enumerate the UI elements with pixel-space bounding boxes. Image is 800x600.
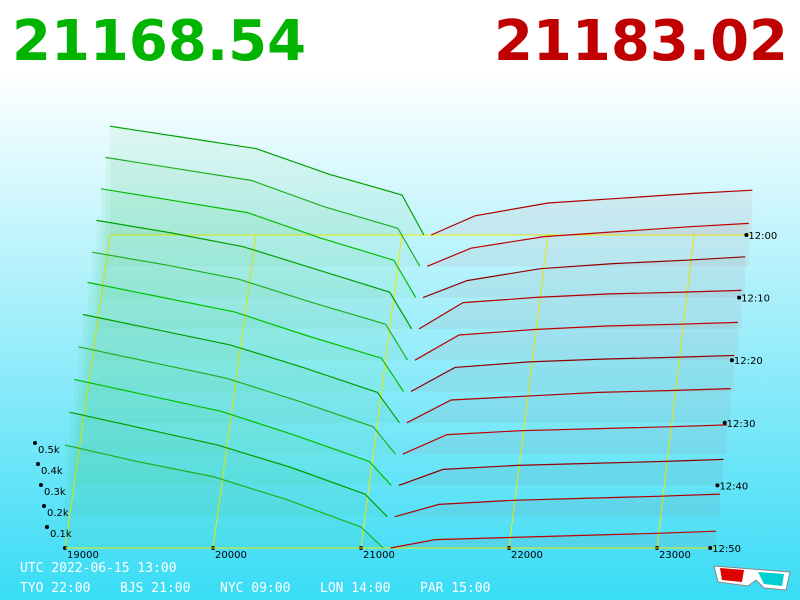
depth-tick-label: 0.2k [47, 508, 69, 519]
x-tick-label: 19000 [67, 550, 99, 561]
ask-depth-line [430, 189, 753, 236]
bid-depth-area [74, 379, 392, 486]
zone-time: BJS 21:00 [120, 581, 190, 596]
ask-depth-area [402, 424, 728, 455]
ask-depth-line [418, 289, 742, 330]
ask-depth-area [390, 531, 717, 548]
time-tick-label: 12:30 [727, 419, 756, 430]
ask-depth-line [422, 256, 746, 299]
x-tick-label: 21000 [363, 550, 395, 561]
ask-depth-line [406, 388, 731, 424]
bid-depth-line [91, 251, 409, 361]
ask-depth-line [402, 424, 728, 455]
bid-depth-area [110, 126, 424, 235]
depth-tick-label: 0.1k [50, 529, 72, 540]
zone-time: PAR 15:00 [420, 581, 490, 596]
grid-line [212, 234, 257, 549]
bid-depth-line [109, 125, 425, 236]
ask-depth-line [414, 321, 738, 361]
depth-tick-label: 0.4k [41, 466, 63, 477]
bid-depth-area [101, 188, 416, 298]
bid-depth-area [69, 412, 388, 517]
ask-depth-area [414, 322, 738, 361]
tick-mark [36, 462, 40, 466]
utc-time: UTC 2022-06-15 13:00 [20, 561, 177, 576]
ask-depth-area [398, 459, 724, 486]
grid-line [64, 234, 111, 549]
x-tick-label: 22000 [511, 550, 543, 561]
ask-depth-line [394, 493, 720, 518]
bid-depth-line [64, 444, 384, 549]
bid-depth-line [82, 313, 400, 424]
ask-depth-area [410, 355, 735, 392]
time-zones: TYO 22:00 BJS 21:00 NYC 09:00 LON 14:00 PAR … [20, 581, 490, 596]
tick-mark [715, 483, 720, 488]
time-tick-label: 12:00 [748, 231, 777, 242]
x-tick-label: 23000 [659, 550, 691, 561]
tick-mark [39, 483, 43, 487]
ask-depth-area [394, 494, 720, 517]
depth-tick-label: 0.5k [38, 445, 60, 456]
bid-depth-area [65, 445, 384, 548]
grid-line [508, 234, 549, 549]
bid-price: 21168.54 [12, 9, 306, 74]
tick-mark [722, 420, 727, 425]
zone-time: TYO 22:00 [20, 581, 90, 596]
ask-depth-line [390, 530, 717, 549]
ask-depth-area [423, 256, 746, 298]
tick-mark [737, 295, 742, 300]
bid-depth-line [105, 156, 421, 267]
bid-depth-line [87, 281, 405, 392]
time-tick-label: 12:40 [719, 481, 748, 492]
3d-glasses-icon [713, 565, 791, 591]
bid-depth-line [100, 188, 417, 298]
zone-time: LON 14:00 [320, 581, 390, 596]
ask-price: 21183.02 [494, 9, 788, 74]
ask-depth-area [427, 223, 749, 267]
bid-depth-line [96, 219, 413, 330]
ask-depth-area [431, 190, 753, 235]
ask-depth-line [426, 222, 749, 267]
bid-depth-area [96, 220, 412, 329]
time-tick-label: 12:20 [734, 356, 763, 367]
tick-mark [729, 358, 734, 363]
ask-depth-area [406, 388, 731, 423]
x-tick-label: 20000 [215, 550, 247, 561]
tick-mark [708, 546, 713, 550]
tick-mark [744, 233, 749, 237]
grid-line [360, 234, 403, 549]
bid-depth-line [78, 346, 396, 455]
bid-depth-line [69, 411, 388, 518]
ask-depth-line [410, 354, 735, 393]
depth-tick-label: 0.3k [44, 487, 66, 498]
tick-mark [45, 525, 49, 529]
tick-mark [33, 441, 37, 445]
ask-depth-line [398, 458, 724, 486]
tick-mark [42, 504, 46, 508]
bid-depth-line [73, 378, 392, 486]
bid-depth-area [78, 346, 396, 455]
time-tick-label: 12:10 [741, 294, 770, 305]
time-tick-label: 12:50 [712, 544, 741, 555]
bid-depth-area [83, 314, 400, 423]
bid-depth-area [87, 282, 404, 392]
plot: 19000 20000 21000 22000 23000 0.1k 0.2k 0.3k 0.4… [33, 125, 777, 561]
zone-time: NYC 09:00 [220, 581, 290, 596]
bid-depth-area [105, 157, 420, 267]
